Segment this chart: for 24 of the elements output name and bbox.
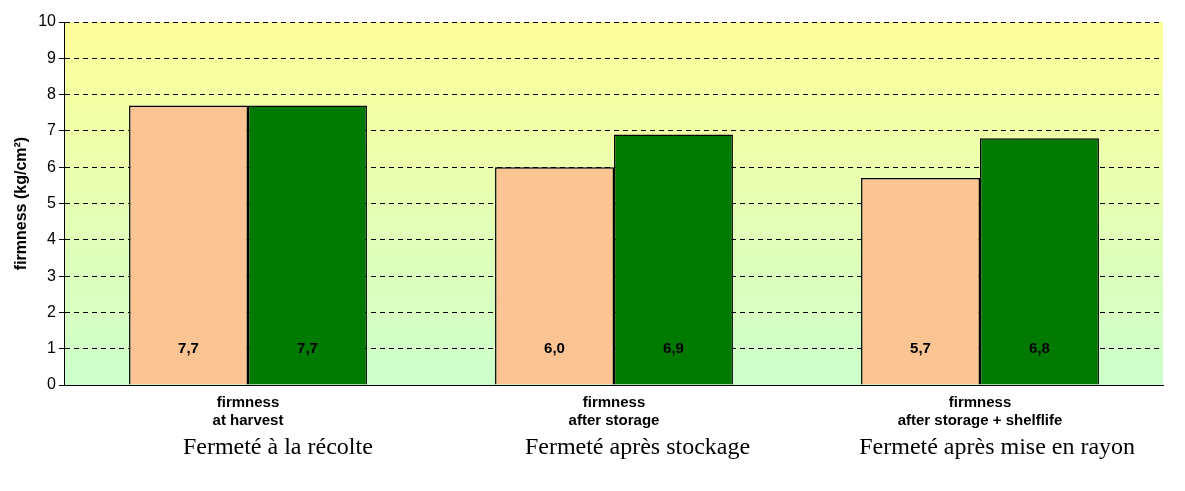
y-tick-label: 2: [47, 302, 57, 320]
data-label: 6,8: [1029, 338, 1050, 356]
y-axis-title: firmness (kg/cm²): [12, 136, 30, 271]
y-tick-label: 0: [47, 375, 57, 393]
y-tick-label: 4: [47, 230, 57, 248]
y-tick-label: 8: [47, 85, 57, 103]
x-tick-label: firmness after storage + shelflife: [897, 393, 1063, 429]
x-tick-label: firmness after storage: [568, 393, 660, 429]
text: Fermeté après mise en rayon: [858, 433, 1137, 460]
y-tick-label: 9: [47, 48, 57, 66]
text: Fermeté à la récolte: [181, 433, 374, 460]
data-label: 6,9: [663, 338, 684, 356]
data-label: 7,7: [178, 338, 199, 356]
data-label: 6,0: [544, 338, 565, 356]
y-tick-label: 7: [47, 121, 57, 139]
x-tick-label: firmness at harvest: [212, 393, 284, 429]
y-tick-label: 10: [38, 12, 57, 30]
y-tick-label: 6: [47, 157, 57, 175]
y-tick-label: 1: [47, 339, 57, 357]
y-tick-label: 3: [47, 266, 57, 284]
y-tick-label: 5: [47, 193, 57, 211]
data-label: 7,7: [297, 338, 318, 356]
text: Fermeté après stockage: [523, 433, 752, 460]
data-label: 5,7: [910, 338, 931, 356]
